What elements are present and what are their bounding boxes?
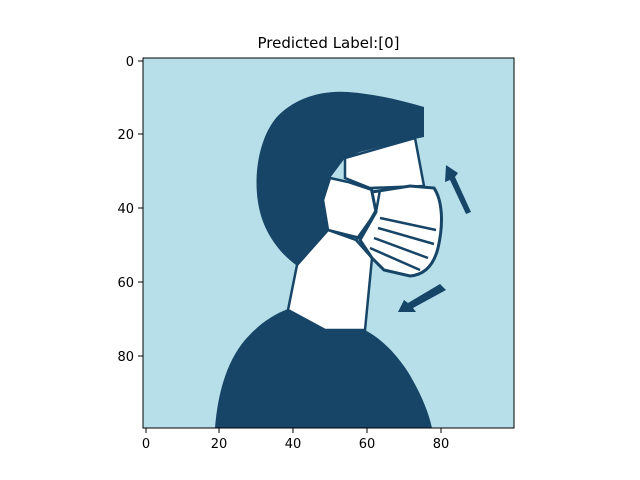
x-tick-label: 20 [211, 437, 228, 452]
y-tick-label: 20 [117, 128, 134, 143]
hair-shape [256, 91, 424, 265]
x-tick-label: 80 [433, 437, 450, 452]
mask-strap [354, 189, 382, 241]
mask-pleats [369, 216, 437, 272]
lower-arrow-icon [398, 284, 446, 312]
y-tick-label: 60 [117, 276, 134, 291]
axes-frame [142, 57, 515, 429]
plot-title: Predicted Label:[0] [257, 34, 400, 52]
x-tick-label: 40 [285, 437, 302, 452]
x-axis: 0 20 40 60 80 [142, 428, 449, 452]
y-axis: 0 20 40 60 80 [117, 55, 143, 365]
y-tick-label: 40 [117, 202, 134, 217]
y-tick-label: 80 [117, 350, 134, 365]
x-tick-label: 0 [142, 437, 150, 452]
x-tick-label: 60 [359, 437, 376, 452]
torso-shape [215, 309, 432, 428]
upper-arrow-icon [445, 165, 471, 214]
image-area [143, 58, 514, 428]
y-tick-label: 0 [126, 55, 134, 70]
